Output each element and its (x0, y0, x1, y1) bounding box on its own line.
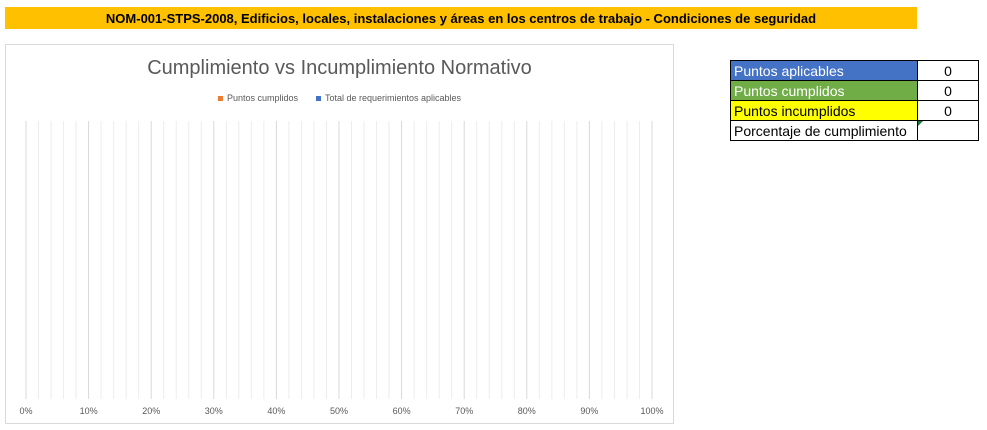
sheet-title-banner: NOM-001-STPS-2008, Edificios, locales, i… (5, 7, 917, 29)
legend-label-total-requerimientos: Total de requerimientos aplicables (324, 93, 462, 103)
summary-table: Puntos aplicables 0 Puntos cumplidos 0 P… (730, 60, 979, 141)
summary-value-puntos-aplicables[interactable]: 0 (917, 60, 979, 81)
summary-row-puntos-incumplidos: Puntos incumplidos 0 (730, 100, 979, 121)
summary-value-porcentaje[interactable] (917, 120, 979, 141)
summary-label-puntos-cumplidos: Puntos cumplidos (730, 80, 918, 101)
x-tick-label: 40% (267, 406, 285, 416)
chart-legend: Puntos cumplidos Total de requerimientos… (6, 93, 673, 103)
legend-item-puntos-cumplidos: Puntos cumplidos (217, 93, 298, 103)
x-tick-label: 60% (393, 406, 411, 416)
x-tick-label: 50% (330, 406, 348, 416)
x-tick-label: 90% (580, 406, 598, 416)
summary-value-puntos-incumplidos[interactable]: 0 (917, 100, 979, 121)
summary-value-puntos-cumplidos[interactable]: 0 (917, 80, 979, 101)
summary-row-puntos-cumplidos: Puntos cumplidos 0 (730, 80, 979, 101)
sheet-title: NOM-001-STPS-2008, Edificios, locales, i… (105, 10, 817, 26)
summary-row-puntos-aplicables: Puntos aplicables 0 (730, 60, 979, 81)
legend-swatch-puntos-cumplidos (217, 95, 223, 101)
cell-error-marker-icon (918, 121, 923, 126)
x-tick-label: 0% (19, 406, 32, 416)
x-tick-label: 30% (205, 406, 223, 416)
x-tick-label: 80% (518, 406, 536, 416)
legend-item-total-requerimientos: Total de requerimientos aplicables (315, 93, 462, 103)
x-tick-label: 20% (142, 406, 160, 416)
summary-row-porcentaje: Porcentaje de cumplimiento (730, 120, 979, 141)
chart-plot-area: 0% 10% 20% 30% 40% 50% 60% 70% 80% 90% 100% (19, 121, 664, 416)
chart-title: Cumplimiento vs Incumplimiento Normativo (147, 57, 532, 79)
summary-label-puntos-aplicables: Puntos aplicables (730, 60, 918, 81)
x-tick-label: 10% (80, 406, 98, 416)
legend-label-puntos-cumplidos: Puntos cumplidos (226, 93, 298, 103)
legend-swatch-total-requerimientos (315, 95, 321, 101)
summary-label-porcentaje: Porcentaje de cumplimiento (730, 120, 918, 141)
compliance-chart[interactable]: Cumplimiento vs Incumplimiento Normativo… (5, 44, 674, 424)
x-tick-label: 70% (455, 406, 473, 416)
x-tick-label: 100% (640, 406, 663, 416)
summary-label-puntos-incumplidos: Puntos incumplidos (730, 100, 918, 121)
